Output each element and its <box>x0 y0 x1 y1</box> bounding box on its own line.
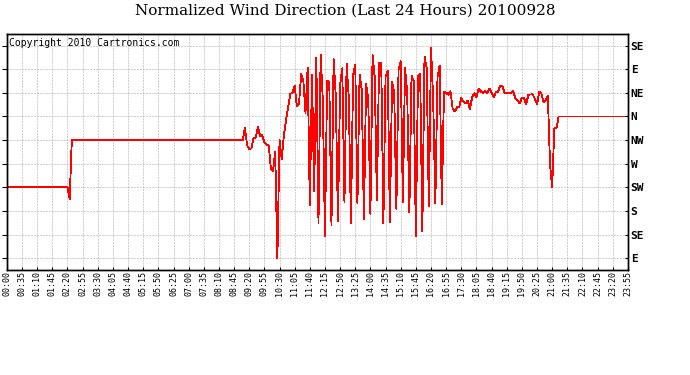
Text: Normalized Wind Direction (Last 24 Hours) 20100928: Normalized Wind Direction (Last 24 Hours… <box>135 4 555 18</box>
Text: Copyright 2010 Cartronics.com: Copyright 2010 Cartronics.com <box>9 39 179 48</box>
